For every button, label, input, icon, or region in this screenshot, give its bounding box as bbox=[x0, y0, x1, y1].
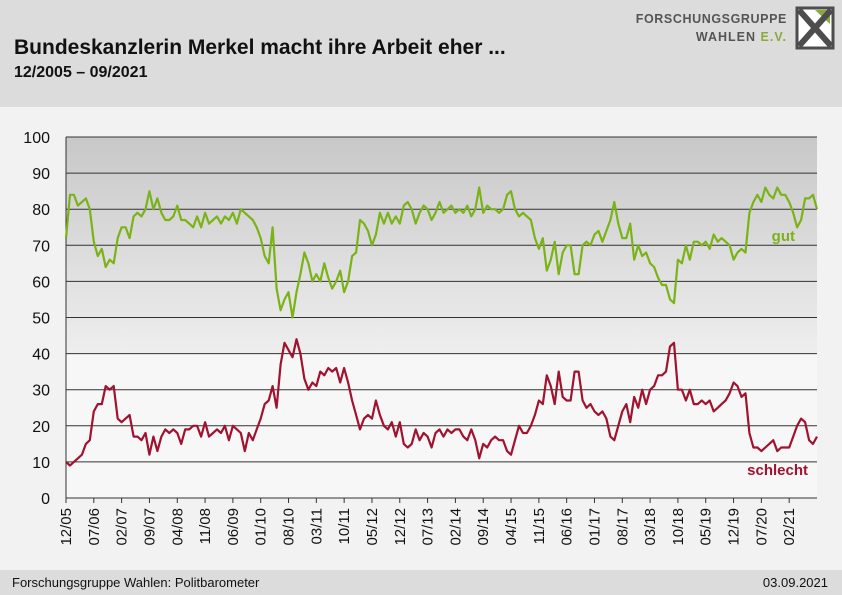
logo-line1: FORSCHUNGSGRUPPE bbox=[635, 12, 787, 26]
publication-date: 03.09.2021 bbox=[762, 575, 828, 590]
y-tick-label: 30 bbox=[32, 383, 50, 400]
y-tick-label: 50 bbox=[32, 311, 50, 328]
x-tick-label: 02/21 bbox=[781, 508, 798, 546]
series-line-gut bbox=[64, 186, 819, 319]
x-tick-label: 06/16 bbox=[559, 508, 576, 546]
x-tick-label: 05/12 bbox=[364, 508, 381, 546]
y-tick-label: 70 bbox=[32, 238, 50, 255]
x-tick-label: 12/05 bbox=[58, 508, 75, 546]
logo-line2: WAHLEN E.V. bbox=[696, 30, 787, 44]
x-tick-label: 03/11 bbox=[308, 508, 325, 544]
y-tick-label: 60 bbox=[32, 274, 50, 291]
x-tick-label: 08/17 bbox=[614, 508, 631, 546]
x-tick-label: 09/07 bbox=[141, 508, 158, 546]
x-tick-label: 12/19 bbox=[726, 508, 743, 546]
x-tick-label: 08/10 bbox=[281, 508, 298, 546]
x-tick-label: 10/11 bbox=[336, 508, 353, 544]
x-tick-label: 07/20 bbox=[753, 508, 770, 546]
x-tick-label: 02/14 bbox=[447, 508, 464, 546]
logo-wahlen: WAHLEN bbox=[695, 30, 757, 44]
x-tick-label: 06/09 bbox=[225, 508, 242, 546]
x-tick-label: 01/10 bbox=[253, 508, 270, 546]
x-tick-label: 11/15 bbox=[531, 508, 548, 544]
y-tick-label: 80 bbox=[32, 202, 50, 219]
logo-ev: E.V. bbox=[760, 30, 787, 44]
y-tick-label: 10 bbox=[32, 455, 50, 472]
x-tick-label: 10/18 bbox=[670, 508, 687, 546]
y-tick-label: 40 bbox=[32, 347, 50, 364]
x-tick-label: 07/06 bbox=[86, 508, 103, 546]
footer-bar bbox=[0, 570, 842, 595]
x-tick-label: 05/19 bbox=[698, 508, 715, 546]
y-tick-label: 0 bbox=[41, 491, 50, 508]
x-tick-label: 03/18 bbox=[642, 508, 659, 546]
y-tick-label: 90 bbox=[32, 166, 50, 183]
chart-title: Bundeskanzlerin Merkel macht ihre Arbeit… bbox=[14, 36, 506, 59]
fgw-logo: FORSCHUNGSGRUPPE WAHLEN E.V. bbox=[620, 6, 835, 54]
logo-cross-icon bbox=[795, 6, 835, 50]
x-tick-label: 01/17 bbox=[586, 508, 603, 546]
x-tick-label: 12/12 bbox=[392, 508, 409, 546]
x-tick-label: 11/08 bbox=[197, 508, 214, 544]
y-tick-label: 20 bbox=[32, 419, 50, 436]
x-tick-label: 04/08 bbox=[169, 508, 186, 546]
chart-subtitle: 12/2005 – 09/2021 bbox=[14, 64, 148, 81]
series-label-schlecht: schlecht bbox=[747, 462, 808, 479]
line-chart: 0 10 20 30 40 50 60 70 80 90 100 12/05 07/06 02/07 09… bbox=[23, 130, 819, 546]
x-tick-label: 04/15 bbox=[503, 508, 520, 546]
x-tick-label: 07/13 bbox=[420, 508, 437, 546]
x-tick-label: 09/14 bbox=[475, 508, 492, 546]
y-tick-label: 100 bbox=[23, 130, 50, 147]
x-tick-label: 02/07 bbox=[114, 508, 131, 546]
source-note: Forschungsgruppe Wahlen: Politbarometer bbox=[12, 575, 260, 590]
header-bar bbox=[0, 0, 842, 107]
series-line-schlecht bbox=[65, 338, 818, 467]
series-label-gut: gut bbox=[772, 228, 795, 245]
